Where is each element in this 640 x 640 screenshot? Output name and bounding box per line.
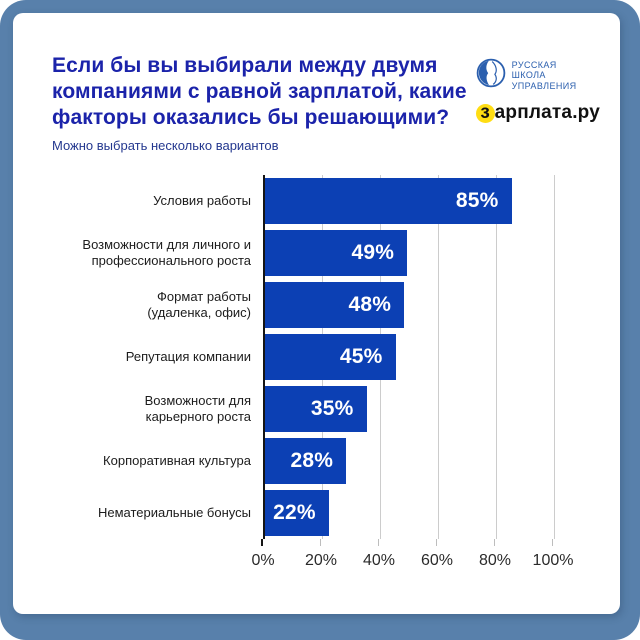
bar-2: 48% [265, 282, 405, 328]
bar-value-label: 35% [310, 397, 354, 420]
page-title-line-1: Если бы вы выбирали между двумя [52, 54, 438, 77]
category-label-0: Условия работы [52, 175, 263, 227]
logos-block: РУССКАЯ ШКОЛА УПРАВЛЕНИЯ з арплата.ру [475, 53, 600, 124]
title-block: Если бы вы выбирали между двумя компания… [52, 53, 470, 154]
bar-value-label: 48% [348, 293, 392, 316]
bar-row-6: 22% [265, 487, 565, 539]
rsu-logo-line-3: УПРАВЛЕНИЯ [511, 80, 577, 91]
category-label-line: карьерного роста [145, 409, 251, 424]
gridline-100 [554, 175, 555, 539]
subtitle: Можно выбрать несколько вариантов [52, 138, 279, 153]
category-label-line: Условия работы [153, 192, 251, 208]
bar-3: 45% [265, 334, 396, 380]
category-label-line: Репутация компании [125, 348, 251, 364]
category-label-line: Возможности для [144, 392, 251, 408]
x-tick-label-20: 20% [304, 552, 338, 569]
rsu-logo-line-2: ШКОЛА [511, 70, 546, 81]
x-tick-40 [378, 539, 379, 546]
rsu-logo-line-1: РУССКАЯ [511, 59, 557, 70]
bar-6: 22% [265, 490, 329, 536]
gridline-80 [496, 175, 497, 539]
bar-value-label: 28% [290, 449, 334, 472]
infographic-card: Если бы вы выбирали между двумя компания… [13, 13, 620, 614]
category-label-1: Возможности для личного и профессионально… [52, 227, 263, 279]
x-tick-20 [320, 539, 321, 546]
bar-value-label: 22% [273, 501, 316, 524]
category-label-3: Репутация компании [52, 331, 263, 383]
x-tick-60 [436, 539, 437, 546]
category-label-line: (удаленка, офис) [147, 305, 251, 320]
category-label-line: Возможности для личного и [82, 236, 251, 252]
plot-area: 85% 49% 48% 45% 35% 28% 22% [263, 175, 565, 539]
x-tick-label-40: 40% [362, 552, 396, 569]
bar-row-0: 85% [265, 175, 565, 227]
rsu-logo-text: РУССКАЯ ШКОЛА УПРАВЛЕНИЯ [512, 60, 577, 92]
x-tick-label-80: 80% [478, 552, 512, 569]
bar-1: 49% [265, 230, 408, 276]
page-title-line-2: компаниями с равной зарплатой, какие [52, 80, 467, 103]
bar-rows: 85% 49% 48% 45% 35% 28% 22% [265, 175, 565, 539]
header: Если бы вы выбирали между двумя компания… [52, 53, 600, 154]
category-label-line: профессионального роста [91, 253, 251, 268]
bar-0: 85% [265, 178, 512, 224]
category-label-5: Корпоративная культура [52, 435, 263, 487]
category-label-line: Нематериальные бонусы [97, 504, 251, 520]
x-tick-0 [261, 539, 263, 546]
bar-row-2: 48% [265, 279, 565, 331]
globe-icon [476, 58, 506, 93]
x-tick-100 [552, 539, 553, 546]
zarplata-logo-text: арплата.ру [494, 102, 600, 123]
bar-4: 35% [265, 386, 367, 432]
x-tick-label-60: 60% [420, 552, 454, 569]
category-label-4: Возможности для карьерного роста [52, 383, 263, 435]
gridline-60 [438, 175, 439, 539]
bar-5: 28% [265, 438, 347, 484]
plot-column: 85% 49% 48% 45% 35% 28% 22% 0% 20% 40% 60% 80% 100% [251, 175, 600, 583]
rsu-logo: РУССКАЯ ШКОЛА УПРАВЛЕНИЯ [476, 58, 577, 93]
zarplata-first-letter: з [480, 102, 490, 123]
bar-row-3: 45% [265, 331, 565, 383]
x-tick-80 [494, 539, 495, 546]
bar-row-4: 35% [265, 383, 565, 435]
x-tick-label-0: 0% [251, 552, 275, 569]
category-label-line: Формат работы [157, 288, 251, 304]
category-label-line: Корпоративная культура [103, 452, 251, 468]
zarplata-logo: з арплата.ру [475, 102, 600, 124]
bar-value-label: 49% [351, 241, 395, 264]
page-title-line-3: факторы оказались бы решающими? [52, 106, 450, 129]
x-tick-label-100: 100% [532, 552, 574, 569]
bar-row-5: 28% [265, 435, 565, 487]
bar-value-label: 45% [339, 345, 383, 368]
x-axis: 0% 20% 40% 60% 80% 100% [251, 539, 573, 583]
bar-value-label: 85% [455, 189, 499, 212]
category-label-2: Формат работы (удаленка, офис) [52, 279, 263, 331]
bar-row-1: 49% [265, 227, 565, 279]
zarplata-yellow-circle: з [475, 102, 495, 123]
category-label-6: Нематериальные бонусы [52, 487, 263, 539]
